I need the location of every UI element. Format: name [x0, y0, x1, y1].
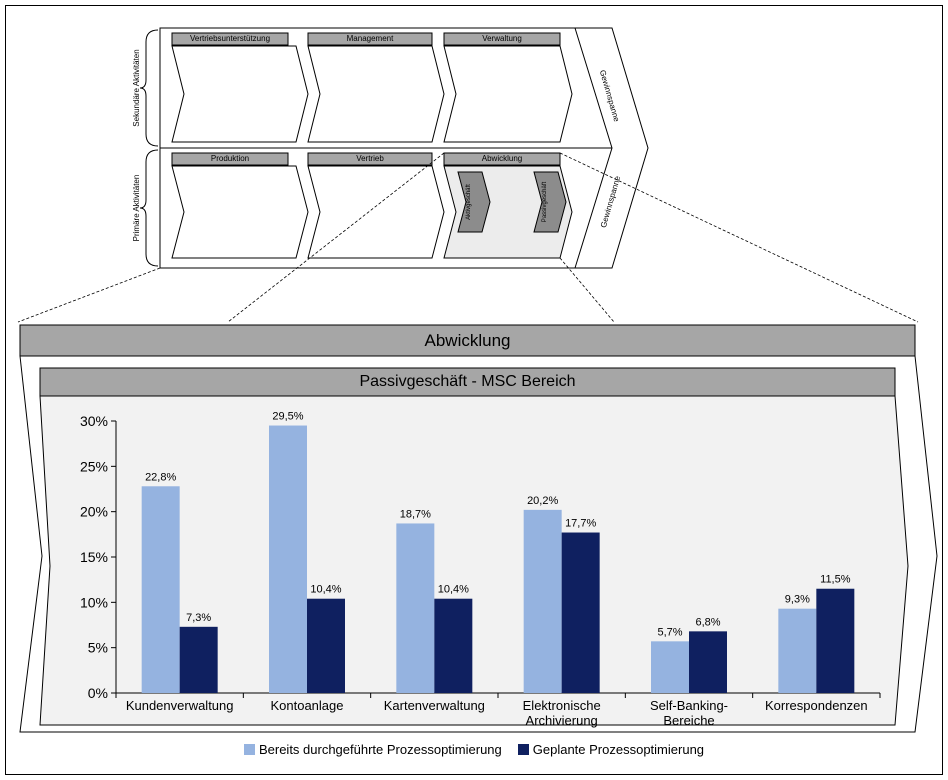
aktivgeschaeft-label: Aktivgeschäft — [466, 184, 472, 220]
bar-done — [269, 425, 307, 693]
legend-item-done: Bereits durchgeführte Prozessoptimierung — [243, 741, 502, 757]
data-label: 18,7% — [400, 508, 431, 520]
y-tick-label: 5% — [88, 640, 108, 656]
legend-label-planned: Geplante Prozessoptimierung — [532, 741, 705, 757]
data-label: 5,7% — [657, 626, 682, 638]
bar-done — [396, 523, 435, 693]
activity-vertriebsunterstuetzung: Vertriebsunterstützung — [189, 34, 271, 43]
passivgeschaeft-chip — [533, 171, 567, 233]
legend-label-done: Bereits durchgeführte Prozessoptimierung — [258, 741, 502, 757]
legend-swatch-done — [243, 743, 255, 755]
bar-planned — [816, 588, 855, 693]
activity-management: Management — [346, 34, 394, 43]
abwicklung-header — [19, 324, 916, 357]
data-label: 10,4% — [310, 584, 341, 596]
bar-done — [141, 486, 180, 693]
data-label: 10,4% — [438, 584, 469, 596]
y-tick-label: 10% — [80, 594, 108, 610]
activity-vertrieb: Vertrieb — [356, 154, 384, 163]
bar-done — [523, 509, 562, 693]
chart-bars — [141, 425, 855, 693]
bar-done — [651, 641, 689, 693]
x-category-label: Kontoanlage — [270, 698, 343, 713]
bar-done — [778, 608, 817, 693]
y-tick-label: 25% — [80, 458, 108, 474]
legend-swatch-planned — [517, 743, 529, 755]
x-category-label: Kundenverwaltung — [126, 698, 234, 713]
secondary-chevrons — [171, 32, 573, 143]
bar-planned — [307, 598, 345, 693]
y-tick-label: 20% — [80, 504, 108, 520]
legend-item-planned: Geplante Prozessoptimierung — [517, 741, 705, 757]
y-tick-label: 15% — [80, 549, 108, 565]
data-label: 20,2% — [527, 495, 558, 507]
zoom-lines — [17, 152, 919, 323]
primary-bracket — [139, 149, 159, 267]
y-tick-label: 30% — [80, 413, 108, 429]
x-category-label: Archivierung — [526, 713, 598, 728]
chart-legend: Bereits durchgeführte Prozessoptimierung… — [0, 739, 948, 759]
primary-activities-label: Primäre Aktivitäten — [132, 174, 141, 242]
data-label: 11,5% — [820, 574, 851, 586]
chart-labels: 0% 5% 10% 15% 20% 25% 30% 22,8% 7,3% Kundenverwal… — [80, 411, 868, 728]
outer-border — [5, 5, 943, 775]
margin-inner-chevron — [574, 27, 613, 269]
bar-planned — [179, 626, 218, 693]
chart-title-bar — [39, 367, 896, 397]
bar-planned — [689, 631, 727, 693]
abwicklung-title: Abwicklung — [424, 331, 511, 350]
passivgeschaeft-label: Passivgeschäft — [542, 181, 548, 223]
aktivgeschaeft-chip — [457, 171, 491, 233]
bar-planned — [561, 532, 600, 693]
data-label: 9,3% — [785, 594, 810, 606]
x-category-label: Elektronische — [523, 698, 601, 713]
data-label: 29,5% — [272, 411, 303, 423]
activity-verwaltung: Verwaltung — [482, 34, 522, 43]
y-tick-label: 0% — [88, 685, 108, 701]
secondary-bracket — [139, 29, 159, 147]
x-category-label: Self-Banking- — [650, 698, 728, 713]
secondary-activities-label: Sekundäre Aktivitäten — [132, 49, 141, 127]
data-label: 6,8% — [695, 616, 720, 628]
data-label: 22,8% — [145, 471, 176, 483]
activity-produktion: Produktion — [210, 154, 250, 163]
chart-axes — [111, 420, 881, 698]
data-label: 17,7% — [565, 518, 596, 530]
bar-planned — [434, 598, 473, 693]
x-category-label: Kartenverwaltung — [384, 698, 485, 713]
x-category-label: Korrespondenzen — [765, 698, 868, 713]
chart-title: Passivgeschäft - MSC Bereich — [359, 373, 576, 390]
x-category-label: Bereiche — [663, 713, 714, 728]
primary-chevrons — [171, 152, 573, 259]
activity-abwicklung: Abwicklung — [481, 154, 523, 163]
data-label: 7,3% — [186, 612, 211, 624]
